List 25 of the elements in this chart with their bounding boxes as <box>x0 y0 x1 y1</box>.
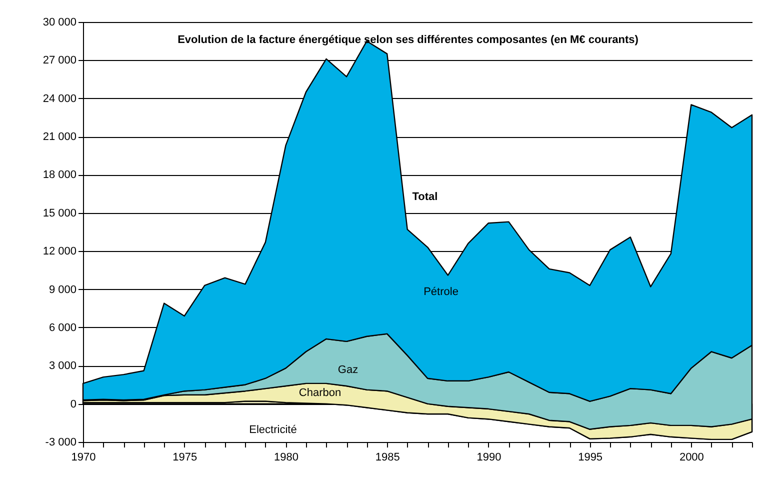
x-tick-label: 1975 <box>172 452 198 464</box>
text: Evolution de la facture énergétique selon ses différentes composantes (en M€ courants) <box>178 34 639 46</box>
x-tick-label: 1995 <box>578 452 603 464</box>
y-tick-label: 27 000 <box>42 54 76 67</box>
x-tick-label: 1985 <box>375 452 400 464</box>
y-tick-label: 9 000 <box>48 284 76 296</box>
y-tick-label: 3 000 <box>48 360 76 372</box>
y-tick-label: 15 000 <box>42 207 76 220</box>
x-tick-label: 2000 <box>679 452 704 464</box>
y-tick-label: -3 000 <box>45 436 76 448</box>
y-tick-label: 6 000 <box>48 322 76 334</box>
annotation: Total <box>412 191 438 203</box>
annotation: Electricité <box>249 424 297 436</box>
x-tick-label: 1970 <box>71 452 96 464</box>
x-tick-label: 1990 <box>476 452 502 464</box>
annotation: Pétrole <box>424 286 458 298</box>
y-tick-label: 18 000 <box>42 169 76 182</box>
y-tick-label: 21 000 <box>42 131 76 144</box>
x-tick-label: 1980 <box>274 452 298 464</box>
annotation: Gaz <box>338 364 358 376</box>
y-tick-label: 30 000 <box>42 16 76 28</box>
annotation: Charbon <box>298 387 342 399</box>
y-tick-label: 12 000 <box>42 246 76 258</box>
y-tick-label: 0 <box>70 398 76 410</box>
y-tick-label: 24 000 <box>42 92 76 105</box>
